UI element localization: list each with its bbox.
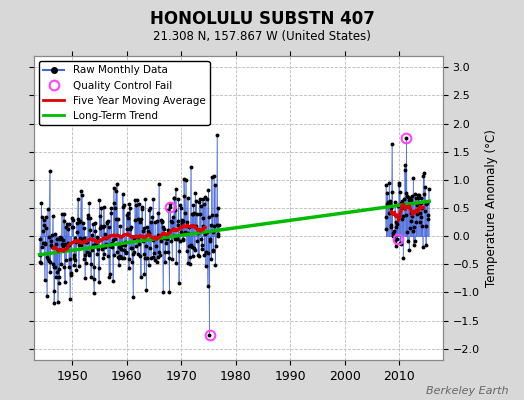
Y-axis label: Temperature Anomaly (°C): Temperature Anomaly (°C) [485, 129, 498, 287]
Text: 21.308 N, 157.867 W (United States): 21.308 N, 157.867 W (United States) [153, 30, 371, 43]
Text: Berkeley Earth: Berkeley Earth [426, 386, 508, 396]
Legend: Raw Monthly Data, Quality Control Fail, Five Year Moving Average, Long-Term Tren: Raw Monthly Data, Quality Control Fail, … [39, 61, 210, 125]
Text: HONOLULU SUBSTN 407: HONOLULU SUBSTN 407 [149, 10, 375, 28]
